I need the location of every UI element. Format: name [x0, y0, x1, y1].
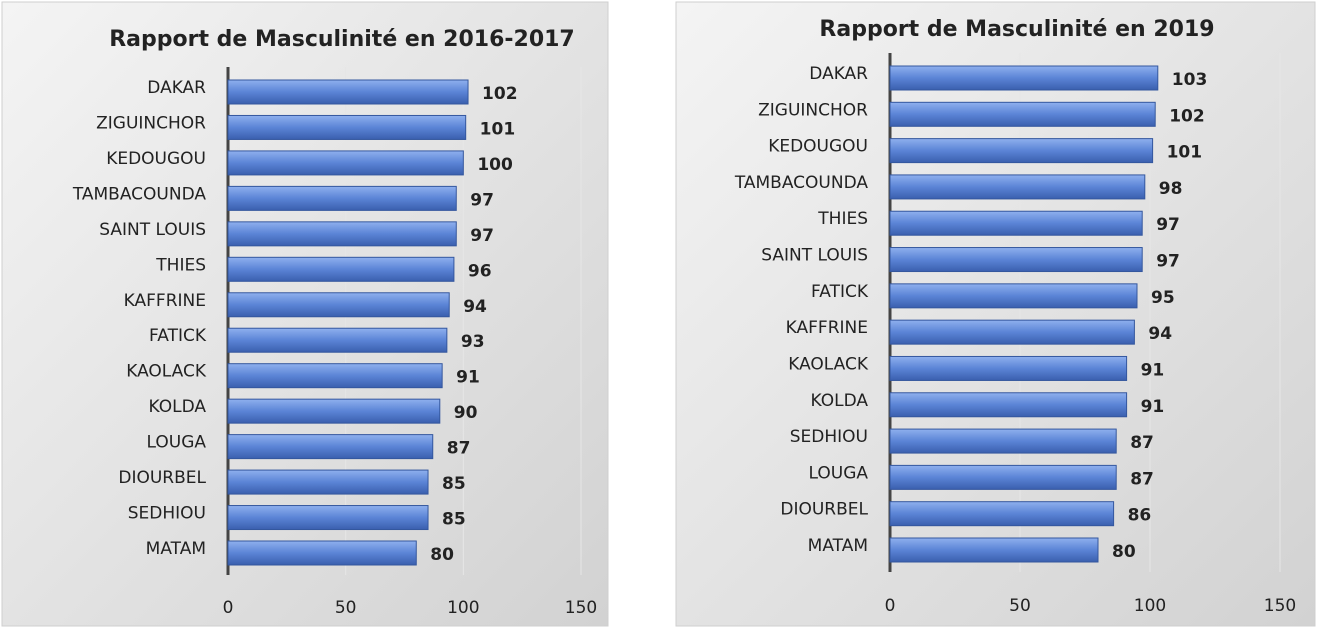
bar — [227, 327, 448, 353]
y-tick-label: TAMBACOUNDA — [72, 184, 207, 204]
y-tick-label: LOUGA — [147, 433, 207, 453]
bar — [889, 101, 1156, 127]
bar — [889, 138, 1154, 164]
bar — [227, 434, 434, 460]
data-label: 95 — [1151, 288, 1175, 308]
data-label: 80 — [430, 545, 454, 565]
data-label: 87 — [1130, 469, 1154, 489]
y-tick-label: FATICK — [149, 326, 207, 346]
data-label: 91 — [1141, 360, 1165, 380]
y-tick-label: KAFFRINE — [786, 318, 868, 338]
data-label: 93 — [461, 332, 485, 352]
chart-panel — [675, 1, 1316, 627]
bar — [227, 398, 441, 424]
bar — [227, 256, 455, 282]
bar — [227, 505, 429, 531]
data-label: 97 — [1156, 215, 1180, 235]
data-label: 101 — [1167, 143, 1203, 163]
x-tick-label: 50 — [1009, 596, 1031, 616]
y-tick-label: TAMBACOUNDA — [734, 173, 869, 193]
bar — [889, 464, 1117, 490]
chart-title: Rapport de Masculinité en 2019 — [819, 17, 1214, 42]
bar — [889, 319, 1135, 345]
bar — [227, 114, 467, 140]
data-label: 97 — [470, 190, 494, 210]
data-label: 85 — [442, 510, 466, 530]
data-label: 97 — [470, 226, 494, 246]
y-tick-label: KAFFRINE — [124, 291, 206, 311]
y-tick-label: DIOURBEL — [118, 468, 206, 488]
y-tick-label: THIES — [817, 209, 868, 229]
data-label: 87 — [1130, 433, 1154, 453]
x-tick-label: 0 — [885, 596, 896, 616]
x-tick-label: 100 — [1134, 596, 1166, 616]
bar — [889, 174, 1146, 200]
x-tick-label: 0 — [223, 598, 234, 618]
data-label: 91 — [1141, 397, 1165, 417]
bar — [227, 79, 469, 105]
bar — [889, 355, 1128, 381]
bar — [889, 428, 1117, 454]
y-tick-label: SAINT LOUIS — [99, 220, 206, 240]
bar — [227, 292, 450, 318]
data-label: 97 — [1156, 252, 1180, 272]
y-tick-label: FATICK — [811, 282, 869, 302]
bar — [227, 150, 464, 176]
y-tick-label: SEDHIOU — [790, 427, 868, 447]
y-tick-label: ZIGUINCHOR — [96, 113, 206, 133]
y-tick-label: MATAM — [146, 539, 206, 559]
data-label: 87 — [447, 439, 471, 459]
data-label: 91 — [456, 368, 480, 388]
x-tick-label: 50 — [335, 598, 357, 618]
bar — [889, 392, 1128, 418]
chart-title: Rapport de Masculinité en 2016-2017 — [109, 27, 575, 52]
data-label: 103 — [1172, 70, 1208, 90]
y-tick-label: DIOURBEL — [780, 500, 868, 520]
data-label: 96 — [468, 261, 492, 281]
data-label: 101 — [480, 119, 515, 139]
bar — [889, 537, 1099, 563]
data-label: 86 — [1128, 506, 1152, 526]
x-tick-label: 150 — [1264, 596, 1296, 616]
data-label: 102 — [482, 84, 518, 104]
y-tick-label: KEDOUGOU — [768, 137, 868, 157]
data-label: 94 — [1148, 324, 1172, 344]
bar — [889, 247, 1143, 273]
bar — [889, 210, 1143, 236]
x-tick-label: 100 — [447, 598, 479, 618]
y-tick-label: KAOLACK — [126, 362, 207, 382]
y-tick-label: DAKAR — [147, 78, 206, 98]
bar — [227, 540, 417, 566]
data-label: 80 — [1112, 542, 1136, 562]
y-tick-label: KOLDA — [811, 391, 869, 411]
data-label: 98 — [1159, 179, 1183, 199]
y-tick-label: SAINT LOUIS — [761, 246, 868, 266]
bar — [889, 501, 1115, 527]
data-label: 94 — [463, 297, 487, 317]
data-label: 90 — [454, 403, 478, 423]
y-tick-label: ZIGUINCHOR — [758, 100, 868, 120]
bar — [227, 185, 457, 211]
y-tick-label: MATAM — [808, 536, 868, 556]
x-tick-label: 150 — [565, 598, 597, 618]
y-tick-label: KOLDA — [149, 397, 207, 417]
data-label: 85 — [442, 474, 466, 494]
y-tick-label: KEDOUGOU — [106, 149, 206, 169]
y-tick-label: DAKAR — [809, 64, 868, 84]
bar — [889, 283, 1138, 309]
y-tick-label: KAOLACK — [788, 354, 869, 374]
bar — [889, 65, 1159, 91]
y-tick-label: SEDHIOU — [128, 504, 206, 524]
data-label: 100 — [477, 155, 513, 175]
data-label: 102 — [1169, 106, 1205, 126]
bar — [227, 221, 457, 247]
bar — [227, 469, 429, 495]
y-tick-label: THIES — [155, 255, 206, 275]
bar — [227, 363, 443, 389]
y-tick-label: LOUGA — [809, 463, 869, 483]
